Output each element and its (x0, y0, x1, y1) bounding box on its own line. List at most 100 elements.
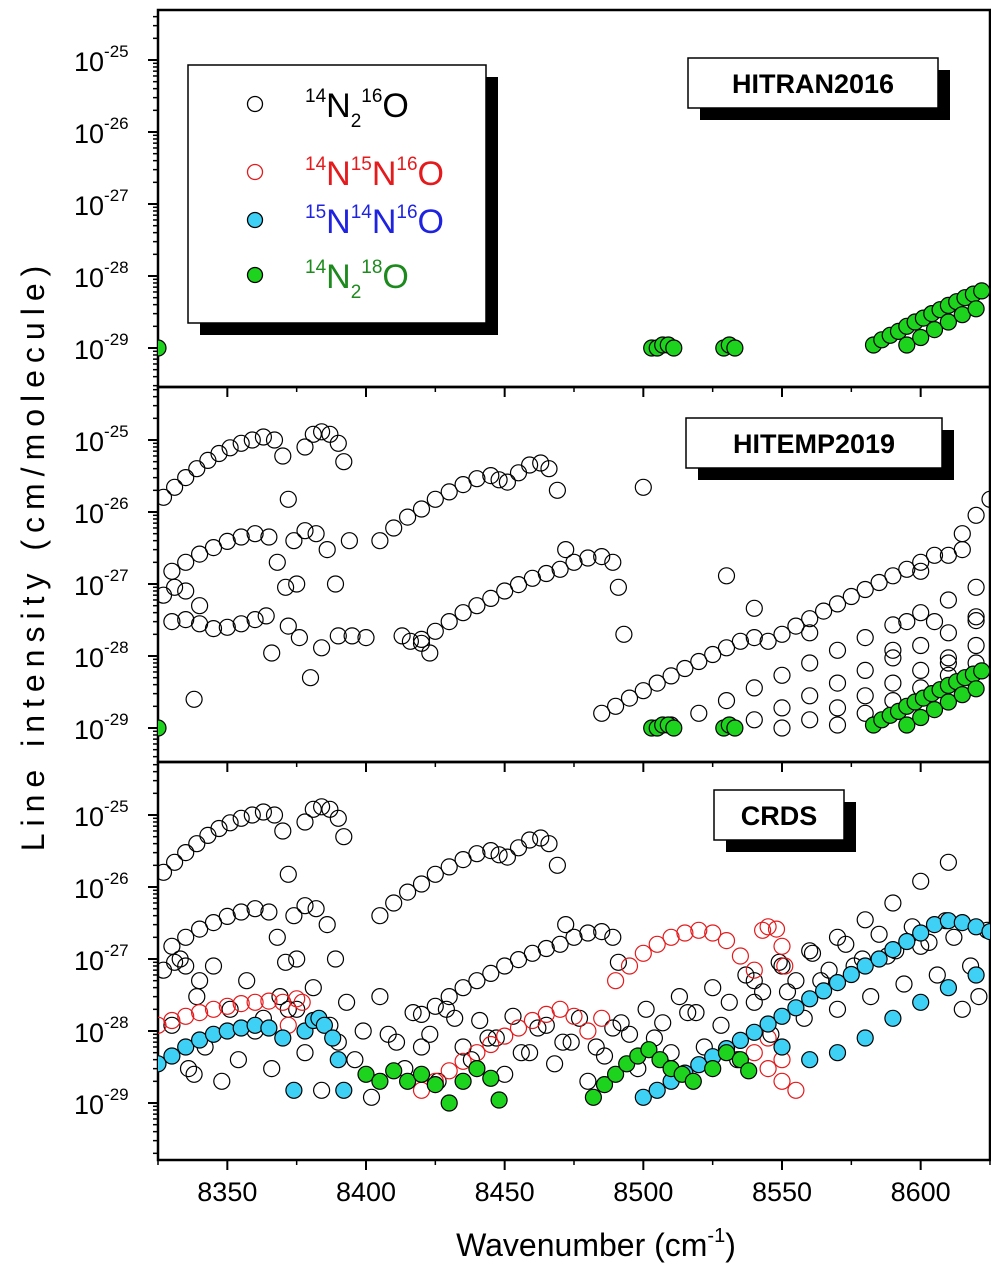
data-point (726, 339, 744, 357)
data-point (232, 528, 250, 546)
data-point (720, 993, 738, 1011)
data-point (277, 578, 295, 596)
data-point (912, 562, 930, 580)
data-point (684, 1072, 702, 1090)
data-point (898, 932, 916, 951)
data-point (912, 604, 930, 622)
data-point (296, 522, 314, 540)
data-point (387, 1033, 406, 1051)
data-point (884, 641, 902, 659)
data-point (551, 560, 569, 578)
data-point (158, 339, 167, 357)
data-point (512, 1044, 530, 1062)
data-point (532, 829, 550, 847)
data-point (218, 997, 236, 1015)
data-point (967, 506, 985, 524)
data-point (468, 972, 486, 990)
data-point (265, 431, 284, 449)
legend-entry: 14N15N16O (246, 154, 444, 193)
data-point (648, 674, 666, 692)
data-point (731, 947, 750, 965)
data-point (412, 630, 431, 649)
data-point (504, 1007, 522, 1025)
data-point (163, 1047, 181, 1065)
data-point (188, 987, 206, 1006)
data-point (454, 1052, 472, 1070)
y-tick-label: 10-28 (74, 258, 129, 293)
data-point (620, 1025, 639, 1043)
data-point (606, 697, 625, 715)
data-point (329, 434, 347, 452)
data-point (260, 1019, 278, 1037)
data-point (177, 469, 195, 487)
data-point (163, 562, 181, 580)
legend: 14N216O 14N15N16O 15N14N16O 14N218O (187, 64, 498, 335)
data-point (509, 575, 528, 594)
data-point (690, 704, 708, 722)
data-point (371, 907, 389, 925)
data-point (263, 1059, 281, 1078)
data-point (232, 903, 250, 921)
y-axis-title: Line intensity (cm/molecule) (15, 259, 51, 852)
data-point (243, 806, 261, 824)
data-point (185, 1065, 203, 1083)
data-point (204, 957, 223, 975)
data-point (509, 950, 528, 969)
data-point (679, 1003, 697, 1022)
data-point (828, 716, 847, 734)
svg-text:HITEMP2019: HITEMP2019 (733, 429, 895, 459)
data-point (329, 627, 347, 645)
data-point (177, 1038, 195, 1056)
svg-text:CRDS: CRDS (741, 801, 818, 831)
data-point (468, 845, 486, 863)
data-point (440, 483, 458, 501)
data-point (753, 921, 772, 939)
data-point (288, 950, 306, 968)
data-point (335, 1081, 353, 1099)
data-point (595, 1075, 614, 1094)
data-point (177, 582, 195, 600)
data-point (293, 993, 311, 1011)
data-point (482, 1035, 500, 1054)
data-point (828, 1000, 847, 1018)
data-point (393, 627, 411, 645)
data-point (745, 679, 763, 697)
data-point (285, 907, 303, 925)
data-point (177, 957, 195, 975)
data-point (662, 928, 680, 946)
data-point (335, 453, 353, 471)
data-point (482, 589, 500, 608)
y-tick-label: 10-26 (74, 114, 129, 149)
data-point (232, 994, 250, 1013)
data-point (787, 999, 805, 1017)
data-point (191, 920, 209, 938)
data-point (210, 819, 228, 838)
data-point (731, 632, 750, 650)
data-point (177, 610, 195, 629)
data-point (401, 632, 419, 650)
data-point (704, 924, 722, 942)
data-point (318, 915, 336, 934)
data-point (246, 1016, 264, 1034)
data-point (898, 336, 916, 354)
data-point (787, 1081, 805, 1099)
data-point (268, 928, 286, 946)
data-point (296, 438, 314, 456)
data-point (179, 1059, 198, 1078)
data-point (158, 488, 173, 506)
data-point (163, 612, 181, 631)
data-point (615, 625, 633, 643)
data-point (437, 1000, 455, 1018)
data-point (767, 920, 786, 938)
data-point (426, 1075, 444, 1094)
data-point (898, 560, 916, 578)
data-point (884, 674, 902, 692)
data-point (548, 481, 567, 499)
data-point (579, 1022, 597, 1040)
data-point (745, 972, 763, 990)
data-point (953, 1000, 971, 1018)
data-point (274, 1029, 292, 1047)
data-point (260, 903, 278, 921)
data-point (279, 865, 297, 883)
data-point (158, 719, 167, 737)
